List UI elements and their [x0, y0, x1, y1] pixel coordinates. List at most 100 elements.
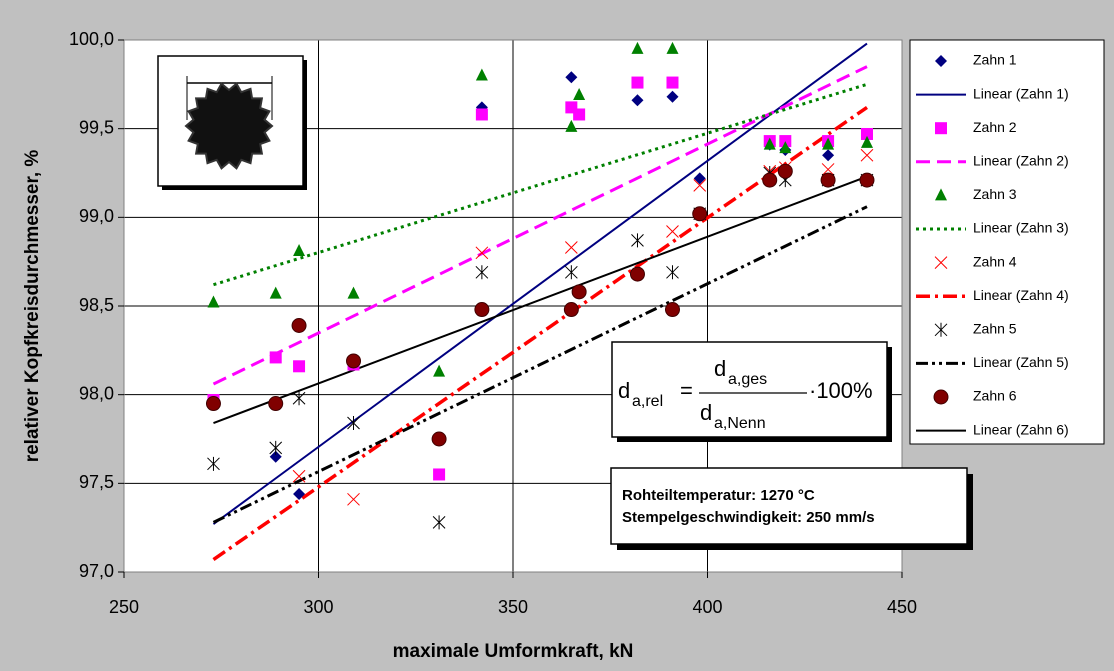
point [431, 431, 447, 447]
point [571, 284, 587, 300]
legend-marker [935, 55, 947, 67]
y-tick-label: 100,0 [69, 29, 114, 49]
point [475, 246, 489, 260]
point [631, 76, 644, 89]
point [666, 41, 679, 54]
point [565, 71, 578, 84]
point [474, 302, 490, 318]
formula-equals: = [680, 378, 693, 403]
point [666, 225, 679, 238]
trend-line [213, 82, 868, 287]
legend-label: Linear (Zahn 3) [973, 220, 1069, 236]
legend-label: Zahn 2 [973, 119, 1017, 135]
x-tick-label: 400 [692, 597, 722, 617]
inset-image [157, 55, 307, 190]
point [432, 515, 446, 530]
legend-label: Linear (Zahn 4) [973, 287, 1069, 303]
point [820, 172, 836, 188]
point [347, 492, 360, 506]
trend-line [212, 105, 868, 562]
point [563, 302, 579, 318]
point [762, 172, 778, 188]
point [269, 440, 283, 455]
point [293, 244, 306, 257]
y-tick-label: 99,5 [79, 117, 114, 137]
point [268, 396, 284, 412]
legend-label: Zahn 1 [973, 52, 1017, 68]
note-line: Stempelgeschwindigkeit: 250 mm/s [622, 509, 875, 526]
point [666, 265, 679, 280]
point [292, 391, 306, 406]
point [433, 468, 446, 481]
point [475, 68, 488, 81]
point [693, 179, 707, 192]
point [269, 450, 282, 463]
point [631, 233, 644, 248]
legend-label: Linear (Zahn 1) [973, 85, 1069, 101]
point [631, 94, 644, 107]
point [207, 456, 220, 471]
legend-label: Zahn 4 [973, 253, 1017, 269]
legend-marker [935, 122, 947, 135]
legend-label: Linear (Zahn 2) [973, 153, 1069, 169]
legend [909, 39, 1105, 445]
trend-line [212, 65, 868, 386]
y-axis-title: relativer Kopfkreisdurchmesser, % [22, 150, 43, 463]
point [347, 416, 360, 431]
formula-lhs: d [618, 378, 630, 403]
point [565, 119, 578, 132]
formula-factor: ·100% [809, 378, 873, 403]
legend-label: Linear (Zahn 6) [973, 421, 1069, 437]
point [777, 163, 793, 179]
point [822, 137, 835, 150]
legend-marker [934, 322, 948, 337]
y-tick-label: 97,0 [79, 561, 114, 581]
point [779, 141, 792, 154]
legend-marker [933, 389, 949, 405]
point [573, 87, 586, 100]
trend-line [212, 42, 868, 525]
y-tick-label: 98,0 [79, 383, 114, 403]
point [666, 76, 679, 89]
x-tick-label: 300 [303, 597, 333, 617]
point [564, 241, 578, 254]
formula-num-sub: a,ges [728, 371, 767, 388]
legend-marker [934, 256, 948, 269]
x-axis-title: maximale Umformkraft, kN [393, 641, 634, 662]
note-line: Rohteiltemperatur: 1270 °C [622, 487, 815, 504]
point [822, 149, 835, 162]
point [269, 286, 282, 299]
legend-label: Zahn 3 [973, 186, 1017, 202]
point [564, 265, 578, 280]
point [664, 302, 680, 318]
point [779, 135, 792, 148]
point [269, 351, 282, 364]
trend-line [212, 205, 868, 524]
legend-label: Zahn 5 [973, 321, 1017, 337]
marks [205, 41, 875, 562]
point [763, 137, 776, 150]
y-tick-label: 98,5 [79, 295, 114, 315]
point [693, 172, 706, 185]
point [346, 353, 362, 369]
x-tick-label: 250 [109, 597, 139, 617]
point [433, 364, 446, 377]
trend-line [213, 175, 868, 424]
formula-num: d [714, 356, 726, 381]
point [475, 265, 489, 280]
point [292, 469, 306, 483]
point [860, 135, 873, 148]
point [347, 286, 360, 299]
y-tick-label: 99,0 [79, 206, 114, 226]
point [291, 318, 307, 334]
x-tick-label: 350 [498, 597, 528, 617]
point [860, 148, 874, 162]
point [293, 487, 306, 500]
legend-items: Zahn 1 Linear (Zahn 1) Zahn 2 Linear (Zahn … [916, 52, 1069, 437]
legend-marker [935, 188, 947, 201]
point [629, 266, 645, 282]
point [207, 295, 220, 308]
formula-den-sub: a,Nenn [714, 415, 766, 432]
point [205, 396, 221, 412]
